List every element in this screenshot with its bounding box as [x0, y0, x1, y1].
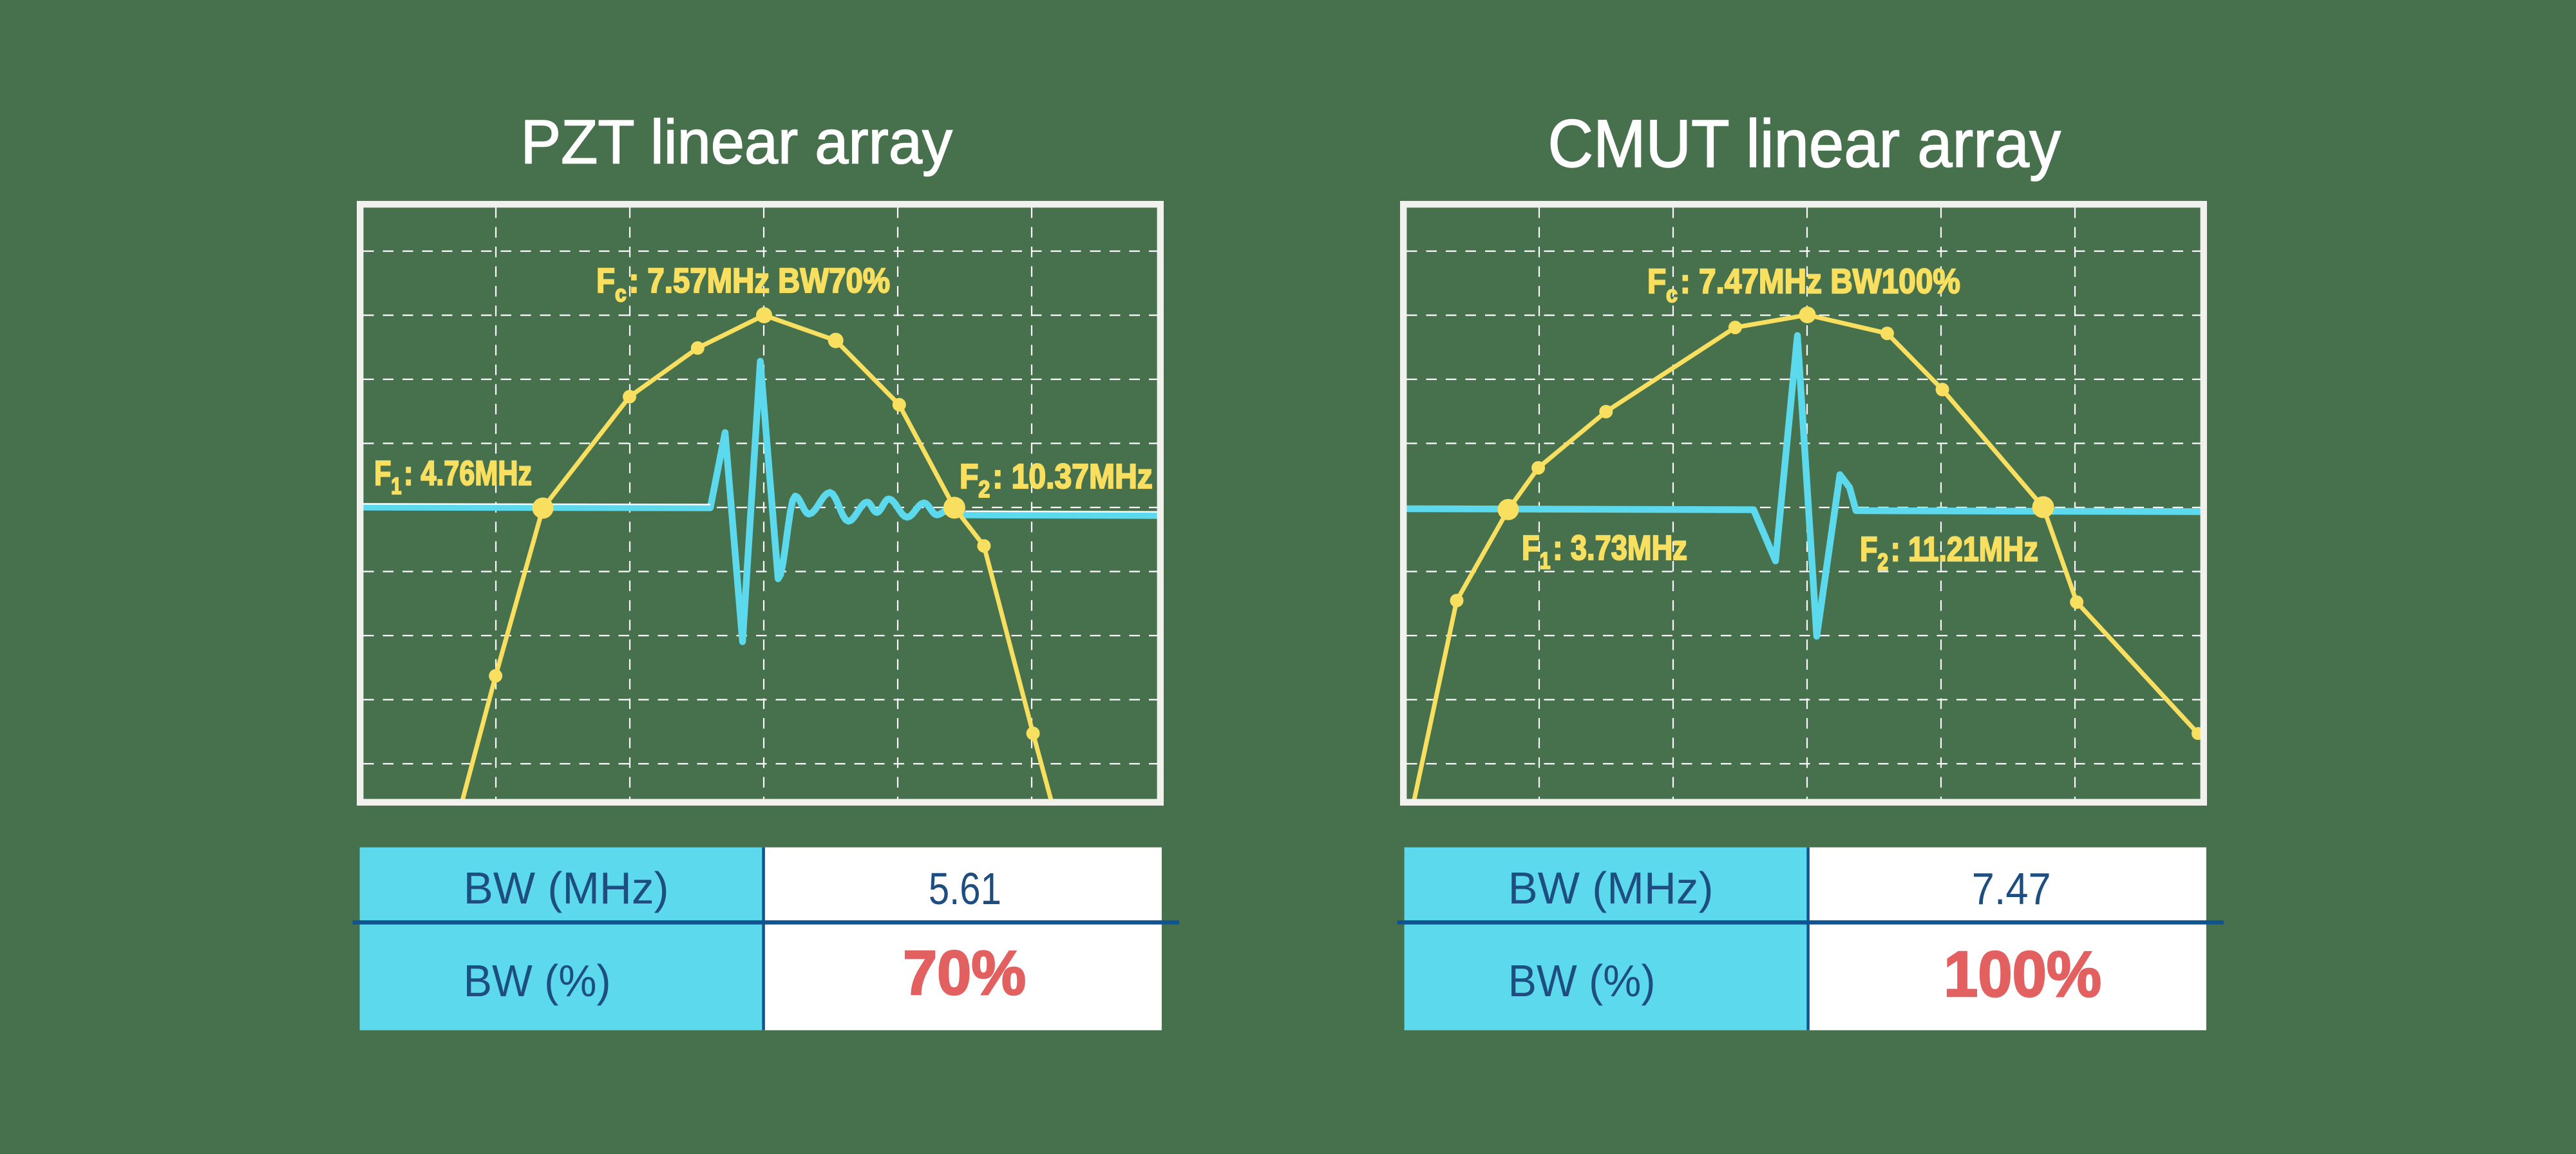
svg-text:BW (MHz): BW (MHz) [464, 863, 669, 913]
svg-text:7.47: 7.47 [1972, 864, 2051, 914]
svg-text:5.61: 5.61 [929, 864, 1001, 914]
svg-text:BW (%): BW (%) [1508, 956, 1656, 1006]
svg-text:70%: 70% [903, 938, 1026, 1008]
svg-text:Fc : 7.57MHz BW70%: Fc : 7.57MHz BW70% [596, 261, 890, 307]
svg-text:F1 : 4.76MHz: F1 : 4.76MHz [374, 454, 532, 498]
svg-text:F2 : 10.37MHz: F2 : 10.37MHz [960, 457, 1153, 502]
svg-text:BW (%): BW (%) [464, 956, 611, 1006]
svg-text:100%: 100% [1944, 938, 2101, 1010]
svg-text:PZT linear array: PZT linear array [521, 108, 953, 177]
svg-text:CMUT linear array: CMUT linear array [1548, 106, 2061, 182]
svg-text:F2 : 11.21MHz: F2 : 11.21MHz [1860, 529, 2038, 576]
svg-text:Fc : 7.47MHz BW100%: Fc : 7.47MHz BW100% [1647, 261, 1960, 307]
svg-text:BW (MHz): BW (MHz) [1508, 863, 1714, 913]
